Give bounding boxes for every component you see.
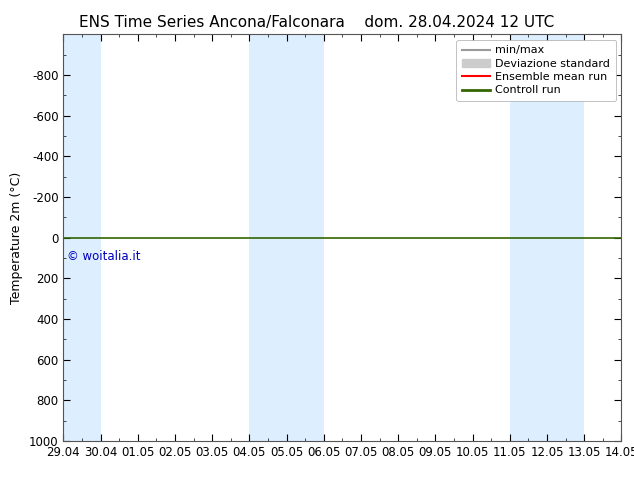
Y-axis label: Temperature 2m (°C): Temperature 2m (°C) <box>10 172 23 304</box>
Text: ENS Time Series Ancona/Falconara    dom. 28.04.2024 12 UTC: ENS Time Series Ancona/Falconara dom. 28… <box>79 15 555 30</box>
Legend: min/max, Deviazione standard, Ensemble mean run, Controll run: min/max, Deviazione standard, Ensemble m… <box>456 40 616 101</box>
Bar <box>249 34 324 441</box>
Bar <box>63 34 101 441</box>
Bar <box>510 34 584 441</box>
Text: © woitalia.it: © woitalia.it <box>67 250 141 263</box>
